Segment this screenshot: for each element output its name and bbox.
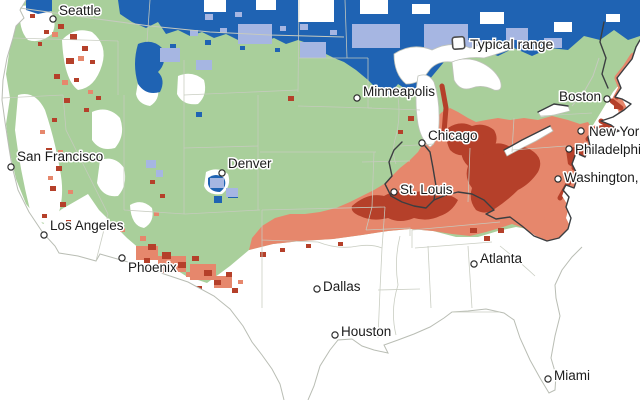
lake-michigan xyxy=(415,74,440,148)
city: Philadelphia xyxy=(565,141,640,159)
city: Atlanta xyxy=(470,250,524,268)
city-label: Miami xyxy=(554,368,590,383)
city-label: Atlanta xyxy=(480,251,523,266)
city-marker xyxy=(353,94,361,102)
city: San Francisco xyxy=(7,148,105,171)
city-marker xyxy=(40,231,48,239)
city-label: New York xyxy=(589,124,640,139)
city: Minneapolis xyxy=(353,83,437,102)
city-marker xyxy=(470,260,478,268)
city-marker xyxy=(313,285,321,293)
city-marker xyxy=(554,175,562,183)
state-borders xyxy=(1,0,593,339)
city-marker xyxy=(603,95,611,103)
typical-range-outline xyxy=(384,21,640,242)
city-label: St. Louis xyxy=(400,182,453,197)
legend: Typical range xyxy=(451,35,555,54)
city-marker xyxy=(331,331,339,339)
city-marker xyxy=(544,375,552,383)
city: Los Angeles xyxy=(40,217,125,239)
city-markers-layer: Seattle San Francisco Los Angeles Phoenix De… xyxy=(7,2,640,385)
city-label: Minneapolis xyxy=(363,84,435,99)
city-label: Denver xyxy=(228,156,272,171)
lake-superior xyxy=(393,39,515,85)
city: Phoenix xyxy=(118,254,179,277)
us-coastline xyxy=(1,0,583,400)
city-marker xyxy=(565,145,573,153)
city-label: San Francisco xyxy=(17,149,103,164)
legend-label: Typical range xyxy=(470,36,553,52)
city-marker xyxy=(218,169,226,177)
city: New York xyxy=(577,123,640,141)
city-label: Phoenix xyxy=(128,260,177,275)
city-label: Houston xyxy=(341,324,391,339)
city: Miami xyxy=(544,367,592,385)
city-marker xyxy=(577,127,585,135)
city-label: Dallas xyxy=(323,279,361,294)
typical-range-swatch-icon xyxy=(451,35,466,51)
city-marker xyxy=(390,188,398,196)
city-marker xyxy=(7,163,15,171)
city-label: Washington, D.C. xyxy=(564,170,640,185)
great-lakes xyxy=(393,39,571,157)
city: Dallas xyxy=(313,278,362,296)
lake-huron xyxy=(451,58,502,91)
city: Denver xyxy=(218,155,274,177)
city-label: Philadelphia xyxy=(575,142,640,157)
city-label: Chicago xyxy=(428,128,478,143)
city: Seattle xyxy=(49,2,103,23)
city-label: Boston xyxy=(559,89,601,104)
city-marker xyxy=(418,139,426,147)
city: Houston xyxy=(331,323,393,341)
city: Washington, D.C. xyxy=(554,169,640,187)
range-salmon-region xyxy=(249,108,593,250)
city-label: Los Angeles xyxy=(50,218,124,233)
canada-border xyxy=(19,7,600,107)
city: Chicago xyxy=(418,127,479,147)
city: St. Louis xyxy=(390,181,454,199)
city-marker xyxy=(118,254,126,262)
blue-band-white-gaps xyxy=(204,0,620,32)
city: Boston xyxy=(557,88,611,106)
city-label: Seattle xyxy=(59,3,101,18)
city-marker xyxy=(49,15,57,23)
